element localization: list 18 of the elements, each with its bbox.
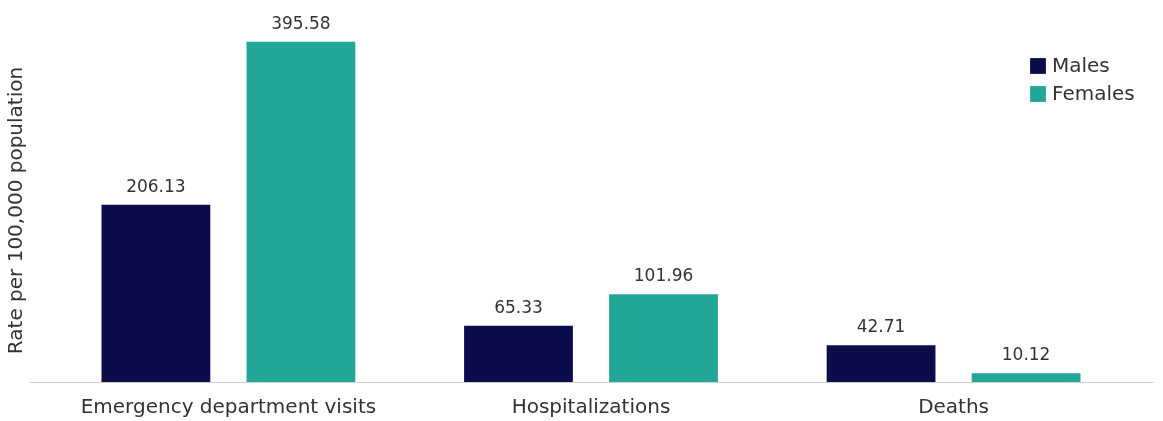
data-label: 206.13 <box>126 175 186 196</box>
bar <box>246 41 356 382</box>
data-label: 10.12 <box>1001 344 1051 365</box>
data-label: 395.58 <box>271 12 331 33</box>
bar <box>464 325 573 382</box>
bar <box>971 373 1081 382</box>
bar <box>101 204 211 382</box>
data-label: 101.96 <box>633 265 694 286</box>
legend-label: Females <box>1052 81 1135 105</box>
data-label: 42.71 <box>856 316 906 337</box>
y-axis-title: Rate per 100,000 population <box>2 66 27 355</box>
x-tick-label: Deaths <box>918 393 990 418</box>
bar <box>826 345 936 382</box>
data-label: 65.33 <box>494 296 543 317</box>
x-tick-label: Hospitalizations <box>511 393 671 418</box>
bar <box>609 294 718 382</box>
x-tick-label: Emergency department visits <box>80 393 377 418</box>
legend-label: Males <box>1052 53 1110 77</box>
